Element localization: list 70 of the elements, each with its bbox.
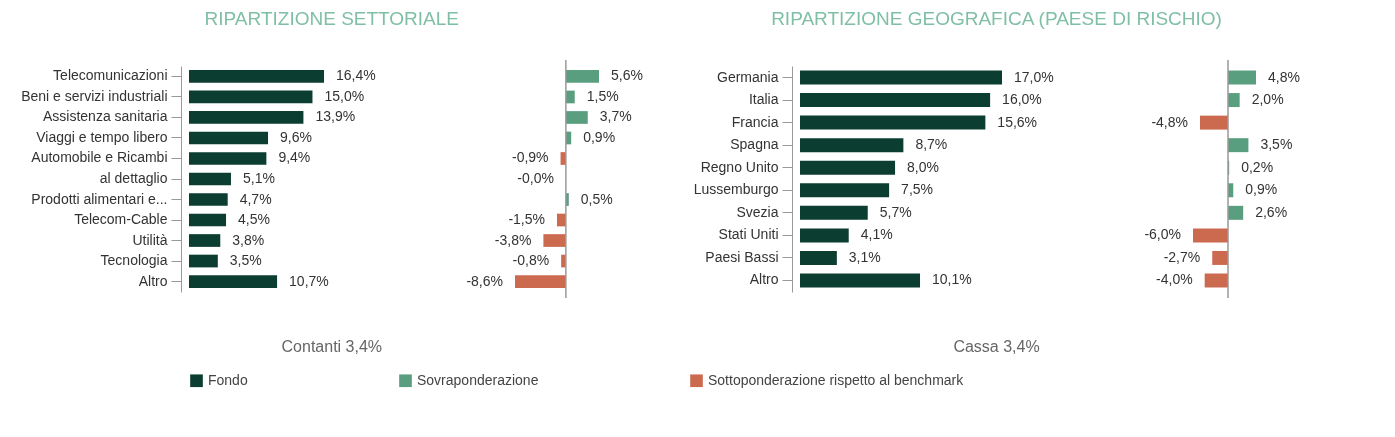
data-label: 5,6% — [611, 67, 643, 84]
data-label: 4,1% — [860, 226, 893, 243]
y-tick-label: Utilità — [132, 231, 168, 248]
data-label: 10,1% — [932, 271, 972, 288]
y-tick-label: Regno Unito — [700, 158, 779, 175]
y-tick-label: Telecom-Cable — [74, 211, 168, 228]
text: Cassa 3,4% — [953, 337, 1040, 355]
data-label: 16,4% — [336, 67, 376, 84]
data-label: 8,7% — [915, 136, 948, 153]
data-label: 3,8% — [232, 231, 265, 248]
data-label: 3,5% — [1260, 136, 1293, 153]
data-label: 3,5% — [229, 252, 262, 269]
y-tick-label: Prodotti alimentari e... — [31, 190, 168, 207]
data-label: 9,4% — [278, 149, 311, 166]
data-label: 0,9% — [1245, 181, 1278, 198]
data-label: 15,6% — [997, 113, 1038, 130]
data-label: 15,0% — [324, 87, 365, 104]
data-label: -2,7% — [1163, 248, 1201, 265]
data-label: -4,8% — [1151, 113, 1188, 130]
data-label: 5,7% — [879, 203, 912, 220]
data-label: -0,9% — [511, 149, 549, 166]
y-tick-label: Italia — [748, 91, 779, 108]
data-label: -0,0% — [517, 170, 554, 186]
data-label: 10,7% — [289, 272, 329, 289]
y-tick-label: al dettaglio — [99, 170, 168, 186]
y-tick-label: Tecnologia — [100, 252, 168, 269]
data-label: 7,5% — [901, 181, 934, 198]
y-tick-label: Spagna — [730, 136, 779, 153]
data-label: 13,9% — [315, 108, 356, 125]
data-label: 2,6% — [1255, 203, 1288, 220]
data-label: 5,1% — [242, 170, 275, 186]
y-tick-label: Paesi Bassi — [705, 248, 779, 265]
data-label: 3,7% — [599, 108, 632, 125]
data-label: 16,0% — [1002, 91, 1042, 108]
y-tick-label: Assistenza sanitaria — [42, 108, 168, 125]
data-label: 8,0% — [907, 158, 939, 175]
y-tick-label: Beni e servizi industriali — [21, 87, 168, 104]
data-label: -6,0% — [1144, 226, 1181, 243]
legend-label: Sottoponderazione rispetto al benchmark — [708, 371, 965, 388]
y-tick-label: Francia — [731, 113, 779, 130]
legend-label: Fondo — [208, 371, 248, 388]
y-tick-label: Viaggi e tempo libero — [36, 128, 168, 145]
data-label: 4,5% — [238, 211, 270, 228]
y-tick-label: Altro — [749, 271, 779, 288]
chart-title: RIPARTIZIONE SETTORIALE — [204, 8, 460, 30]
y-tick-label: Automobile e Ricambi — [31, 149, 168, 166]
data-label: 0,9% — [583, 128, 616, 145]
data-label: 4,7% — [239, 190, 272, 207]
y-tick-label: Lussemburgo — [693, 181, 779, 198]
y-tick-label: Germania — [717, 68, 779, 85]
data-label: 3,1% — [848, 248, 881, 265]
data-label: -4,0% — [1156, 271, 1193, 288]
chart-title: RIPARTIZIONE GEOGRAFICA (PAESE DI RISCHIO) — [771, 8, 1222, 30]
data-label: 4,8% — [1268, 68, 1300, 85]
y-tick-label: Svezia — [736, 203, 779, 220]
y-tick-label: Telecomunicazioni — [53, 67, 168, 84]
y-tick-label: Altro — [138, 272, 168, 289]
legend-label: Sovraponderazione — [417, 371, 539, 388]
data-label: 1,5% — [586, 87, 619, 104]
data-label: -1,5% — [508, 211, 545, 228]
data-label: -8,6% — [466, 272, 503, 289]
text: Contanti 3,4% — [281, 337, 383, 355]
data-label: -0,8% — [512, 252, 550, 269]
data-label: 2,0% — [1251, 91, 1284, 108]
data-label: 0,2% — [1241, 158, 1274, 175]
y-tick-label: Stati Uniti — [718, 226, 779, 243]
data-label: 9,6% — [280, 128, 312, 145]
data-label: 17,0% — [1014, 68, 1054, 85]
data-label: 0,5% — [580, 190, 613, 207]
data-label: -3,8% — [494, 231, 532, 248]
